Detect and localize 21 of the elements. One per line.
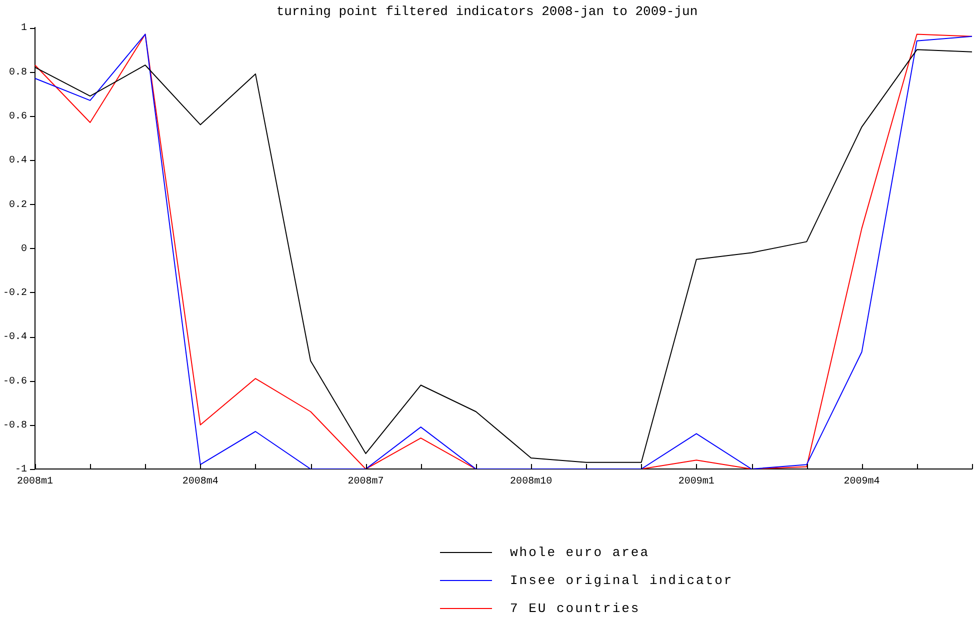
y-tick-label: 0 (20, 244, 28, 255)
x-tick-label: 2008m4 (182, 476, 218, 488)
x-tick-label: 2009m1 (678, 476, 714, 488)
legend-label: Insee original indicator (510, 572, 734, 588)
y-tick-label: -0.4 (2, 332, 28, 344)
y-tick-label: 0.6 (8, 112, 28, 123)
legend-label: 7 EU countries (510, 600, 640, 616)
y-tick-label: -0.6 (2, 376, 28, 388)
y-tick-label: 0.8 (8, 67, 28, 78)
y-tick-label: -0.2 (2, 288, 28, 300)
y-tick-label: -0.8 (2, 420, 28, 432)
y-tick-label: 0.4 (8, 156, 28, 167)
x-tick-label: 2008m1 (16, 476, 54, 488)
chart-title: turning point filtered indicators 2008-jan to 2009-jun (276, 4, 698, 20)
y-tick-label: -1 (14, 464, 28, 476)
x-tick-label: 2009m4 (844, 476, 880, 488)
y-tick-label: 1 (20, 23, 28, 34)
legend-label: whole euro area (510, 544, 650, 560)
x-tick-label: 2008m10 (510, 476, 552, 488)
y-tick-label: 0.2 (8, 200, 28, 211)
x-tick-label: 2008m7 (348, 476, 384, 488)
